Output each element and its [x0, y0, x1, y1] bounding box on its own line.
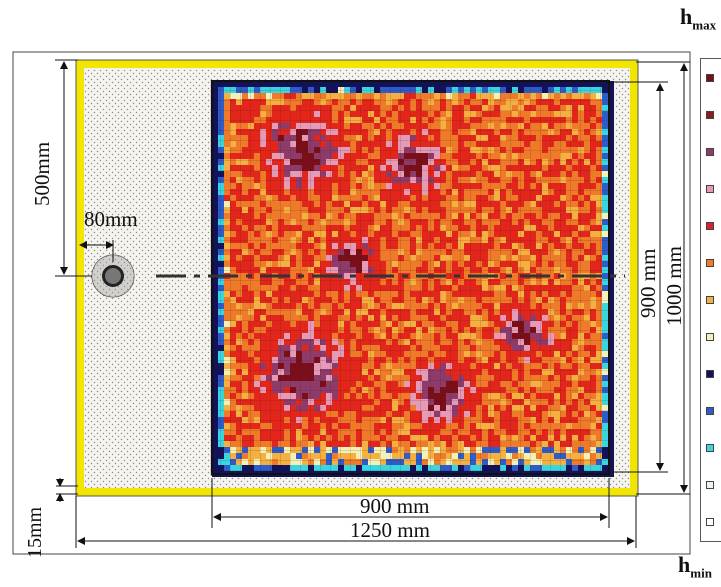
legend-swatch: [706, 481, 714, 489]
color-legend: [700, 58, 721, 542]
legend-swatch: [706, 370, 714, 378]
legend-swatch: [706, 222, 714, 230]
dim-1000-vertical-label: 1000 mm: [662, 246, 686, 326]
legend-swatch: [706, 333, 714, 341]
tank-wall-outline: [75, 59, 639, 497]
dim-900-vertical-label: 900 mm: [636, 248, 660, 318]
legend-swatch: [706, 185, 714, 193]
dim-900-horizontal-label: 900 mm: [360, 494, 430, 518]
legend-swatch: [706, 111, 714, 119]
dim-500-label: 500mm: [30, 141, 54, 206]
legend-swatch: [706, 518, 714, 526]
legend-swatch: [706, 148, 714, 156]
h-min-label: hmin: [678, 552, 712, 581]
dimension-lines: [55, 59, 690, 548]
dim-15-label: 15mm: [24, 506, 46, 558]
dim-80-label: 80mm: [84, 207, 138, 231]
legend-swatch: [706, 74, 714, 82]
inlet-nozzle: [91, 254, 135, 298]
legend-swatch: [706, 259, 714, 267]
tank-wall: [76, 60, 638, 496]
legend-swatch: [706, 444, 714, 452]
dim-1250-horizontal-label: 1250 mm: [350, 518, 430, 542]
legend-swatch: [706, 407, 714, 415]
legend-swatch: [706, 296, 714, 304]
h-max-label: hmax: [680, 4, 717, 33]
